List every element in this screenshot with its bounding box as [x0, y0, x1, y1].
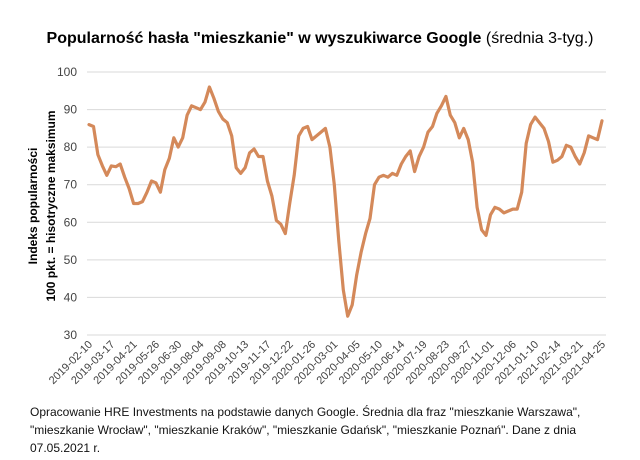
y-axis-ticks: 30 40 50 60 70 80 90 100: [57, 65, 77, 342]
chart-title-main: Popularność hasła "mieszkanie" w wyszuki…: [46, 30, 482, 47]
y-tick-label: 30: [64, 328, 78, 342]
y-tick-label: 40: [64, 290, 78, 304]
y-tick-label: 70: [64, 178, 78, 192]
x-axis-ticks: 2019-02-102019-03-172019-04-212019-05-26…: [47, 339, 608, 387]
source-footnote: Opracowanie HRE Investments na podstawie…: [30, 405, 581, 455]
gridlines: [87, 71, 606, 336]
y-tick-label: 60: [64, 215, 78, 229]
chart-title: Popularność hasła "mieszkanie" w wyszuki…: [0, 30, 640, 48]
y-axis-label: Indeks popularności 100 pkt. = hisotrycz…: [26, 110, 58, 301]
y-tick-label: 80: [64, 140, 78, 154]
chart-title-subtitle: (średnia 3-tyg.): [481, 30, 594, 47]
y-tick-label: 100: [57, 65, 77, 79]
series-line: [87, 85, 604, 318]
y-tick-label: 90: [64, 103, 78, 117]
line-chart: 30 40 50 60 70 80 90 100 2019-02-102019-03-1720…: [26, 65, 608, 387]
y-axis-label-line1: Indeks popularności: [26, 148, 40, 265]
y-axis-label-line2: 100 pkt. = hisotryczne maksimum: [44, 110, 58, 301]
y-tick-label: 50: [64, 253, 78, 267]
